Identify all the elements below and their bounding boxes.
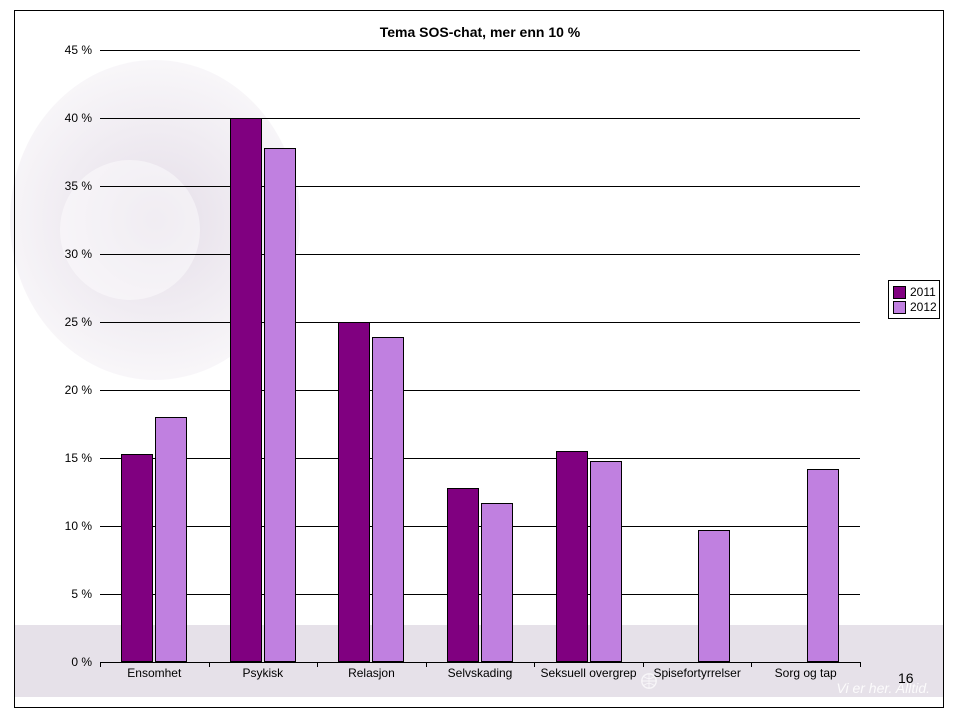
y-tick-label: 25 %: [32, 315, 92, 329]
bar-2011: [338, 322, 370, 662]
brand-icon: [640, 672, 658, 690]
x-axis-line: [100, 662, 860, 663]
bar-2012: [155, 417, 187, 662]
bar-2012: [698, 530, 730, 662]
legend-swatch-2011: [893, 286, 906, 299]
y-tick-label: 15 %: [32, 451, 92, 465]
plot-area: [100, 50, 860, 662]
y-tick-label: 30 %: [32, 247, 92, 261]
bar-2011: [447, 488, 479, 662]
x-tick: [317, 662, 318, 667]
legend-item-2012: 2012: [893, 300, 935, 314]
y-tick-label: 20 %: [32, 383, 92, 397]
x-tick: [426, 662, 427, 667]
x-tick-label: Spisefortyrrelser: [653, 666, 740, 680]
x-tick-label: Sorg og tap: [775, 666, 837, 680]
y-tick-label: 40 %: [32, 111, 92, 125]
bar-2012: [590, 461, 622, 662]
x-tick: [751, 662, 752, 667]
y-tick-label: 5 %: [32, 587, 92, 601]
gridline: [100, 322, 860, 323]
gridline: [100, 390, 860, 391]
bar-2011: [121, 454, 153, 662]
gridline: [100, 254, 860, 255]
legend-item-2011: 2011: [893, 285, 935, 299]
x-tick-label: Relasjon: [348, 666, 395, 680]
x-tick: [209, 662, 210, 667]
gridline: [100, 526, 860, 527]
x-tick: [860, 662, 861, 667]
x-tick: [643, 662, 644, 667]
chart-title: Tema SOS-chat, mer enn 10 %: [0, 24, 960, 40]
bar-2012: [372, 337, 404, 662]
bar-2011: [556, 451, 588, 662]
x-tick: [100, 662, 101, 667]
legend-swatch-2012: [893, 301, 906, 314]
gridline: [100, 458, 860, 459]
bar-2012: [264, 148, 296, 662]
x-tick: [534, 662, 535, 667]
x-tick-label: Selvskading: [448, 666, 513, 680]
gridline: [100, 118, 860, 119]
bar-2012: [807, 469, 839, 662]
bar-2011: [230, 118, 262, 662]
gridline: [100, 186, 860, 187]
y-tick-label: 0 %: [32, 655, 92, 669]
legend-label: 2011: [910, 285, 936, 299]
page-number: 16: [898, 670, 914, 686]
bar-2012: [481, 503, 513, 662]
legend-label: 2012: [910, 300, 937, 314]
legend: 2011 2012: [888, 280, 940, 319]
x-tick-label: Seksuell overgrep: [541, 666, 637, 680]
x-tick-label: Psykisk: [243, 666, 284, 680]
gridline: [100, 594, 860, 595]
gridline: [100, 50, 860, 51]
y-tick-label: 45 %: [32, 43, 92, 57]
y-tick-label: 10 %: [32, 519, 92, 533]
x-tick-label: Ensomhet: [127, 666, 181, 680]
y-tick-label: 35 %: [32, 179, 92, 193]
